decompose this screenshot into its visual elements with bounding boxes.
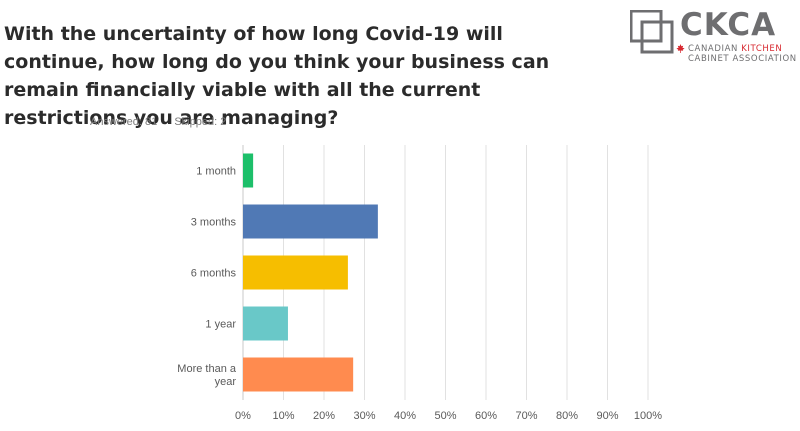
bar — [243, 255, 348, 290]
x-tick-label: 40% — [394, 410, 416, 422]
x-tick-label: 100% — [634, 410, 662, 422]
question-title: With the uncertainty of how long Covid-1… — [4, 23, 550, 129]
x-tick-label: 0% — [235, 410, 251, 422]
x-tick-label: 60% — [475, 410, 497, 422]
x-tick-label: 20% — [313, 410, 335, 422]
bar — [243, 357, 354, 392]
category-label: More than a year — [177, 363, 237, 388]
x-tick-label: 50% — [434, 410, 456, 422]
x-tick-label: 30% — [353, 410, 375, 422]
logo-tagline-2: CABINET ASSOCIATION — [688, 54, 797, 64]
answered-count: Answered: 81 — [90, 116, 158, 128]
x-tick-label: 80% — [556, 410, 578, 422]
category-label: 1 month — [196, 166, 236, 178]
logo-tagline-1: CANADIAN KITCHEN — [688, 44, 783, 54]
logo-wordmark: CKCA — [680, 7, 777, 43]
response-stats: Answered: 81 Skipped: 2 — [90, 116, 240, 128]
bar — [243, 306, 288, 341]
category-label: 3 months — [191, 217, 237, 229]
skipped-count: Skipped: 2 — [174, 116, 227, 128]
category-label: 6 months — [191, 268, 237, 280]
maple-leaf-icon — [676, 44, 685, 53]
x-tick-label: 10% — [272, 410, 294, 422]
bar — [243, 153, 254, 188]
ckca-logo: CKCA CANADIAN KITCHEN CABINET ASSOCIATIO… — [630, 6, 798, 64]
bar — [243, 204, 378, 239]
logo-squares-icon — [630, 10, 674, 54]
category-label: 1 year — [205, 319, 236, 331]
x-tick-label: 70% — [515, 410, 537, 422]
x-tick-label: 90% — [596, 410, 618, 422]
